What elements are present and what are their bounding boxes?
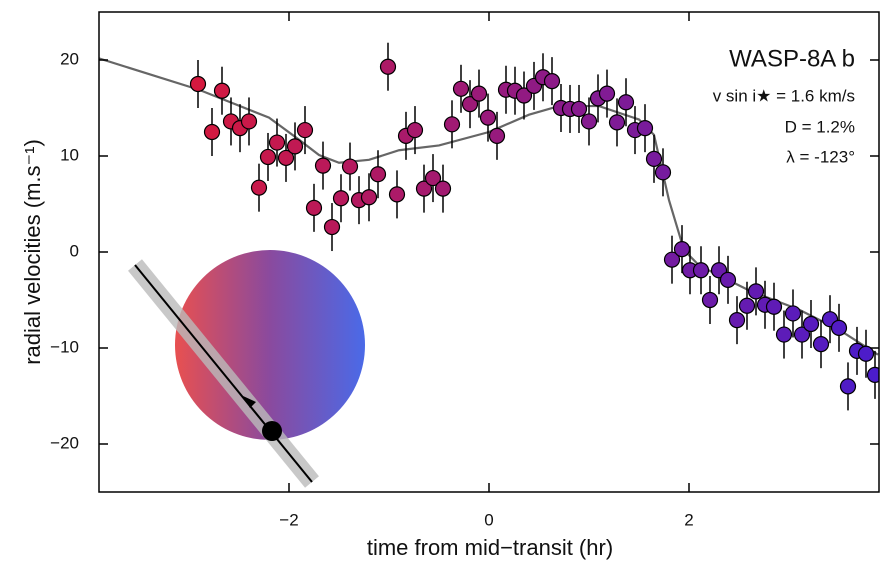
y-tick-label: 0: [70, 241, 79, 260]
data-point: [415, 180, 433, 197]
annotation: D = 1.2%: [785, 117, 855, 136]
x-axis-label: time from mid−transit (hr): [367, 535, 613, 560]
data-point: [388, 186, 406, 203]
data-point: [775, 326, 793, 343]
data-point: [598, 85, 616, 102]
transit-path: [134, 264, 313, 483]
data-point: [857, 345, 875, 362]
chart-title: WASP-8A b: [729, 45, 855, 72]
data-point: [189, 75, 207, 93]
data-point: [406, 121, 424, 139]
data-point: [314, 157, 332, 174]
y-axis-label: radial velocities (m.s⁻¹): [20, 139, 45, 365]
data-point: [443, 116, 461, 133]
data-point: [701, 291, 719, 309]
data-point: [213, 82, 231, 99]
data-point: [305, 199, 323, 216]
plot-area: [99, 42, 879, 411]
direction-arrow: [243, 396, 256, 408]
y-tick-label: 10: [60, 145, 79, 164]
x-tick-label: −2: [279, 510, 298, 529]
data-point: [645, 150, 663, 167]
data-point: [570, 100, 588, 118]
data-point: [323, 218, 341, 236]
planet: [262, 421, 282, 441]
data-point: [719, 271, 737, 288]
data-point: [203, 123, 221, 141]
data-point: [728, 312, 746, 329]
data-point: [369, 166, 387, 183]
y-tick-label: 20: [60, 49, 79, 68]
data-point: [692, 262, 710, 279]
data-point: [608, 114, 626, 131]
data-point: [515, 87, 533, 104]
data-point: [240, 113, 258, 130]
data-point: [296, 121, 314, 139]
data-point: [479, 109, 497, 126]
data-point: [341, 158, 359, 175]
data-point: [332, 190, 350, 207]
data-point: [636, 120, 654, 137]
data-point: [379, 58, 397, 75]
data-point: [543, 73, 561, 90]
x-tick-label: 0: [484, 510, 493, 529]
data-point: [738, 297, 756, 314]
inset-illustration: [128, 250, 365, 488]
y-tick-label: −10: [50, 337, 79, 356]
data-point: [654, 164, 672, 181]
data-point: [259, 148, 277, 166]
data-point: [866, 366, 879, 383]
data-point: [663, 251, 681, 268]
data-point: [802, 315, 820, 333]
data-point: [286, 138, 304, 155]
data-point: [617, 94, 635, 111]
star-disk: [175, 250, 365, 440]
data-point: [452, 80, 470, 97]
data-point: [747, 283, 765, 300]
data-point: [839, 378, 857, 395]
x-tick-label: 2: [684, 510, 693, 529]
data-point: [360, 189, 378, 206]
data-point: [434, 180, 452, 197]
data-point: [765, 298, 783, 315]
data-point: [488, 127, 506, 144]
annotation: λ = -123°: [786, 147, 855, 166]
data-point: [793, 326, 811, 343]
data-point: [673, 241, 691, 258]
annotation: v sin i★ = 1.6 km/s: [713, 86, 855, 105]
data-point: [268, 134, 286, 151]
data-point: [830, 319, 848, 336]
data-point: [424, 169, 442, 187]
y-tick-label: −20: [50, 433, 79, 452]
data-point: [784, 305, 802, 322]
data-point: [470, 85, 488, 102]
data-point: [277, 149, 295, 167]
data-point: [812, 336, 830, 353]
data-point: [461, 96, 479, 113]
data-point: [580, 113, 598, 130]
data-point: [250, 179, 268, 196]
